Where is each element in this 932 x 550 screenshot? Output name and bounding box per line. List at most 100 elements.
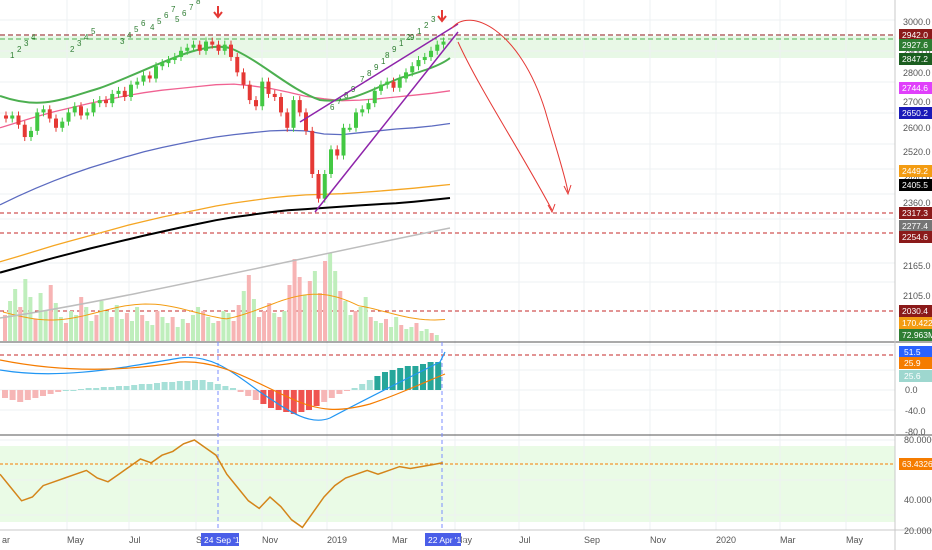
sequential-count-label: 8 — [385, 51, 390, 60]
candle-body-22 — [141, 75, 146, 82]
macd-hist-17 — [131, 385, 138, 390]
macd-hist-5 — [40, 390, 46, 396]
volume-bar-37 — [190, 315, 195, 341]
volume-bar-20 — [104, 311, 109, 341]
drawings — [213, 6, 572, 214]
macd-hist-46 — [351, 388, 358, 390]
price-badge — [899, 305, 932, 317]
volume-bar-26 — [135, 307, 140, 341]
volume-bar-81 — [414, 323, 419, 341]
time-tick-label: 2019 — [327, 535, 347, 545]
volume-bar-0 — [3, 315, 7, 341]
candle-body-41 — [260, 81, 265, 107]
macd-hist-18 — [138, 384, 145, 390]
price-badge — [899, 107, 932, 119]
rsi-tick-label: 20.0000 — [904, 526, 932, 536]
volume-bar-45 — [231, 321, 236, 341]
volume-bar-48 — [246, 275, 251, 341]
macd-hist-11 — [85, 388, 92, 390]
candle-body-4 — [29, 130, 33, 138]
candle-body-49 — [310, 130, 315, 174]
ma-line-grey — [0, 227, 451, 319]
volume-bar-29 — [150, 325, 155, 341]
sequential-count-label: 2 — [406, 33, 411, 42]
volume-bar-34 — [175, 327, 180, 341]
macd-hist-9 — [70, 390, 77, 391]
time-tick-label: Jul — [519, 535, 531, 545]
down-arrow-1 — [437, 10, 447, 23]
time-tick-label: May — [455, 535, 473, 545]
sequential-count-label: 1 — [10, 51, 15, 60]
macd-hist-50 — [382, 372, 388, 390]
volume-bar-64 — [328, 253, 333, 341]
candle-body-69 — [435, 44, 440, 51]
volume-bar-40 — [206, 317, 211, 341]
volume-bar-10 — [53, 303, 58, 341]
macd-hist-27 — [207, 382, 214, 390]
candle-body-33 — [210, 41, 215, 45]
volume-bar-82 — [419, 331, 424, 341]
price-badge-text: 2927.6 — [902, 40, 928, 50]
price-badge — [899, 39, 932, 51]
macd-hist-57 — [435, 362, 442, 390]
price-tick-label: 2440.0 — [903, 173, 931, 183]
candlesticks: 123423453456456756786789789189129123 — [4, 0, 446, 203]
sequential-count-label: 7 — [360, 75, 365, 84]
sequential-count-label: 4 — [84, 33, 89, 42]
candle-body-36 — [229, 44, 233, 57]
time-tick-label: Nov — [650, 535, 667, 545]
volume-bar-33 — [170, 317, 175, 341]
macd-hist-15 — [116, 386, 122, 390]
candle-body-64 — [404, 72, 408, 79]
candle-body-60 — [379, 84, 383, 91]
volume-bar-74 — [378, 323, 383, 341]
time-tick-label: May — [67, 535, 85, 545]
price-badge-text: 2449.2 — [902, 166, 928, 176]
candle-body-56 — [354, 112, 358, 128]
macd-hist-37 — [283, 390, 290, 412]
volume-bar-72 — [368, 317, 373, 341]
price-badge — [899, 82, 932, 94]
sequential-count-label: 4 — [127, 31, 132, 40]
volume-bar-71 — [363, 297, 368, 341]
candle-body-21 — [135, 81, 140, 85]
candle-body-29 — [185, 47, 190, 51]
macd-hist-33 — [252, 390, 259, 400]
volume-bar-58 — [297, 277, 302, 341]
price-badge-text: 2277.4 — [902, 221, 928, 231]
forecast-curve-2 — [457, 41, 553, 211]
candle-body-27 — [172, 56, 177, 61]
macd-badge-text: 51.5 — [904, 347, 921, 357]
volume-bar-59 — [302, 295, 307, 341]
price-badge-text: 2405.5 — [902, 180, 928, 190]
ma-line-2 — [0, 183, 451, 263]
macd-hist-52 — [397, 368, 404, 390]
candle-body-53 — [335, 149, 340, 156]
volume-bar-56 — [287, 285, 292, 341]
macd-badge-text: 25.9 — [904, 358, 921, 368]
candle-body-28 — [179, 50, 183, 57]
macd-hist-26 — [199, 380, 206, 390]
macd-line — [0, 351, 446, 421]
time-tick-label: Jul — [129, 535, 141, 545]
macd-tick-label: -40.0 — [905, 406, 926, 416]
sequential-count-label: 6 — [164, 11, 169, 20]
down-arrow-0 — [213, 6, 223, 19]
volume-bar-12 — [63, 323, 68, 341]
volume-bar-21 — [109, 317, 114, 341]
macd-hist-32 — [245, 390, 252, 396]
candle-body-10 — [66, 112, 71, 122]
time-tick-label: Mar — [392, 535, 408, 545]
candle-body-31 — [197, 44, 202, 51]
volume-bar-8 — [43, 311, 48, 341]
candle-body-3 — [22, 124, 27, 138]
macd-hist-22 — [169, 382, 176, 390]
rsi-badge-text: 63.4326 — [902, 459, 932, 469]
price-badge-text: 2650.2 — [902, 108, 928, 118]
rsi-line — [0, 439, 443, 529]
candle-body-68 — [429, 50, 433, 57]
candle-body-30 — [191, 44, 196, 48]
price-tick-label: 2105.0 — [903, 291, 931, 301]
macd-hist-1 — [9, 390, 16, 400]
macd-hist-47 — [359, 384, 366, 390]
